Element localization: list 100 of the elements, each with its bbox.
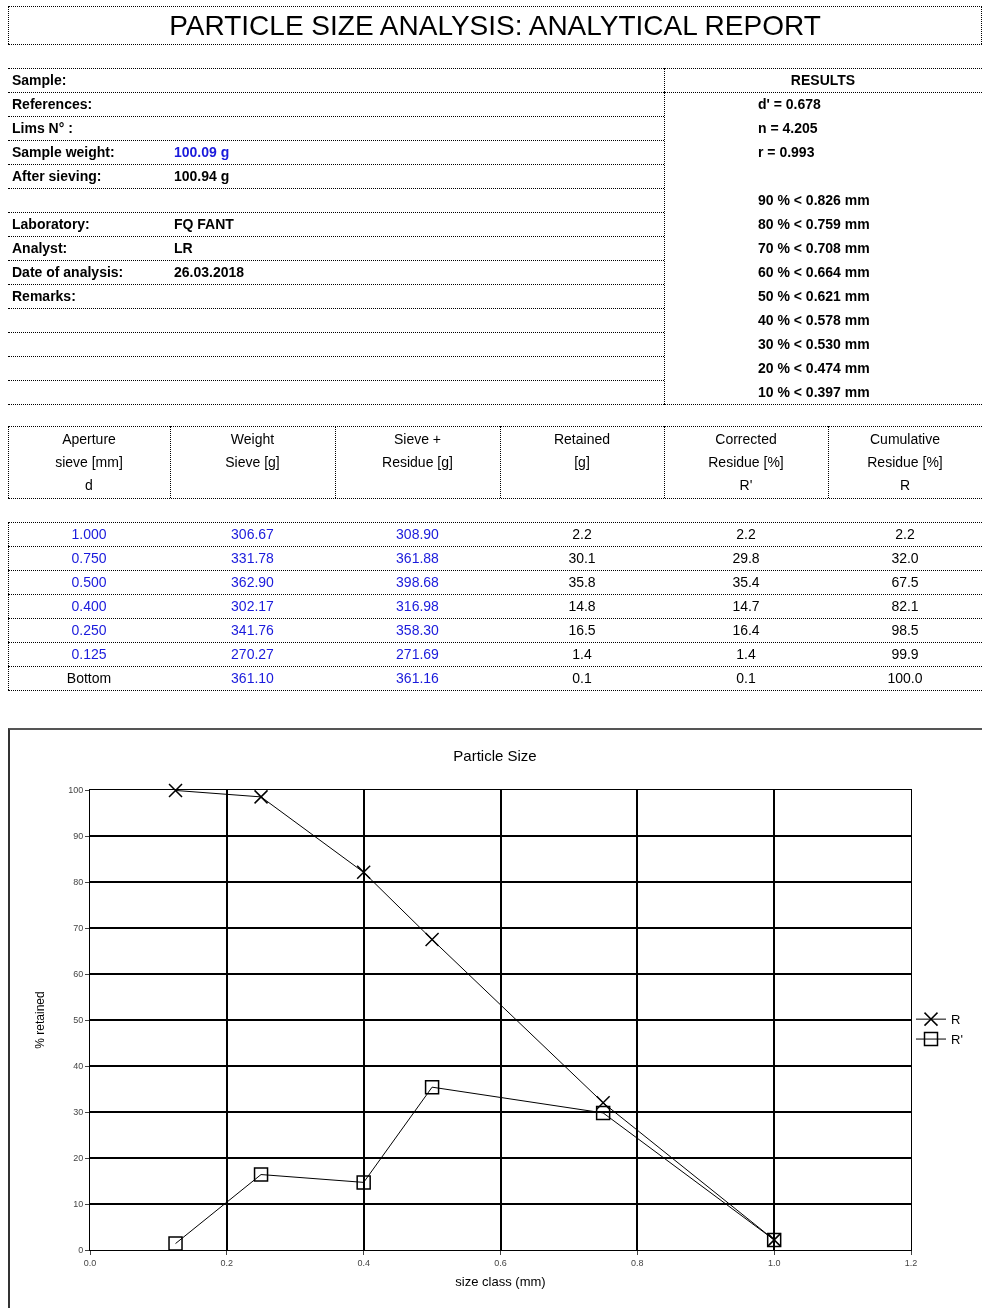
text: 0.250 (70, 621, 108, 640)
text: 30.1 (567, 549, 597, 568)
text: 1.4 (735, 645, 757, 664)
text: Corrected Residue [%] R' (707, 430, 785, 495)
text: Analyst: (11, 239, 69, 258)
x-tick-label: 1.0 (767, 1257, 781, 1268)
y-tick-label: 20 (73, 1153, 84, 1164)
text: 99.9 (890, 645, 920, 664)
text: 341.76 (230, 621, 275, 640)
point (168, 1236, 183, 1251)
y-tick-label: 80 (73, 877, 84, 888)
x-tick-label: 0.0 (83, 1257, 97, 1268)
y-tick-label: 10 (73, 1199, 84, 1210)
text: 100.0 (886, 669, 924, 688)
text: d' = 0.678 (757, 95, 822, 114)
point (424, 1079, 440, 1095)
point (356, 1175, 371, 1190)
text: 90 % < 0.826 mm (757, 191, 871, 210)
point (595, 1105, 611, 1121)
text: Date of analysis: (11, 263, 125, 282)
point (356, 865, 371, 880)
y-tick-label: 60 (73, 969, 84, 980)
text: 0.750 (70, 549, 108, 568)
text: LR (173, 239, 194, 258)
text: Bottom (65, 669, 113, 688)
legend-label: R (951, 1012, 961, 1028)
text: PARTICLE SIZE ANALYSIS: ANALYTICAL REPORT (168, 9, 822, 43)
text: 306.67 (230, 525, 275, 544)
text: Sample: (11, 71, 68, 90)
text: Laboratory: (11, 215, 91, 234)
text: 26.03.2018 (173, 263, 246, 282)
text: 50 % < 0.621 mm (757, 287, 871, 306)
text: 2.2 (894, 525, 916, 544)
text: 302.17 (230, 597, 275, 616)
text: 80 % < 0.759 mm (757, 215, 871, 234)
text: 270.27 (230, 645, 275, 664)
text: Cumulative Residue [%] R (866, 430, 944, 495)
text: Sieve + Residue [g] (381, 430, 454, 472)
text: 14.8 (567, 597, 597, 616)
text: 14.7 (731, 597, 761, 616)
y-tick-label: 0 (78, 1245, 84, 1256)
text: RESULTS (789, 71, 857, 90)
x-tick-label: 0.2 (220, 1257, 234, 1268)
text: 361.88 (395, 549, 440, 568)
text: Sample weight: (11, 143, 116, 162)
point (253, 789, 269, 805)
x-tick-label: 0.4 (357, 1257, 370, 1268)
text: Weight Sieve [g] (224, 430, 281, 472)
text: 2.2 (571, 525, 593, 544)
chart-title: Particle Size (453, 746, 537, 764)
text: References: (11, 95, 94, 114)
y-tick-label: 70 (73, 923, 84, 934)
text: 271.69 (395, 645, 440, 664)
text: 32.0 (890, 549, 920, 568)
x-tick-label: 1.2 (904, 1257, 918, 1268)
point (424, 932, 440, 947)
text: After sieving: (11, 167, 103, 186)
text: Lims N° : (11, 119, 74, 138)
text: 316.98 (395, 597, 440, 616)
text: 361.10 (230, 669, 275, 688)
text: 331.78 (230, 549, 275, 568)
text: 29.8 (731, 549, 761, 568)
text: Retained [g] (552, 430, 611, 472)
text: 100.09 g (173, 143, 231, 162)
x-tick-label: 0.6 (494, 1257, 507, 1268)
text: 20 % < 0.474 mm (757, 359, 871, 378)
text: n = 4.205 (757, 119, 819, 138)
y-tick-label: 40 (73, 1061, 84, 1072)
text: 308.90 (395, 525, 440, 544)
y-tick-label: 30 (73, 1107, 84, 1118)
text: 16.5 (567, 621, 597, 640)
text: 35.4 (731, 573, 761, 592)
text: 362.90 (230, 573, 275, 592)
text: 0.125 (70, 645, 108, 664)
text: 60 % < 0.664 mm (757, 263, 871, 282)
text: 16.4 (731, 621, 761, 640)
text: 40 % < 0.578 mm (757, 311, 871, 330)
x-tick-label: 0.8 (631, 1257, 644, 1268)
text: 98.5 (890, 621, 920, 640)
text: 361.16 (395, 669, 440, 688)
text: 82.1 (890, 597, 920, 616)
y-tick-label: 90 (73, 831, 84, 842)
text: 35.8 (567, 573, 597, 592)
text: 0.500 (70, 573, 108, 592)
legend-label: R' (951, 1032, 963, 1048)
text: 10 % < 0.397 mm (757, 383, 871, 402)
text: FQ FANT (173, 215, 235, 234)
text: 0.400 (70, 597, 108, 616)
text: 398.68 (395, 573, 440, 592)
text: 100.94 g (173, 167, 231, 186)
x-axis-title: size class (mm) (455, 1274, 546, 1290)
text: 30 % < 0.530 mm (757, 335, 871, 354)
text: 2.2 (735, 525, 757, 544)
text: 358.30 (395, 621, 440, 640)
text: 67.5 (890, 573, 920, 592)
text: r = 0.993 (757, 143, 816, 162)
text: 0.1 (571, 669, 593, 688)
text: Remarks: (11, 287, 77, 306)
y-axis-title: % retained (33, 991, 48, 1049)
text: Aperture sieve [mm] d (54, 430, 124, 495)
